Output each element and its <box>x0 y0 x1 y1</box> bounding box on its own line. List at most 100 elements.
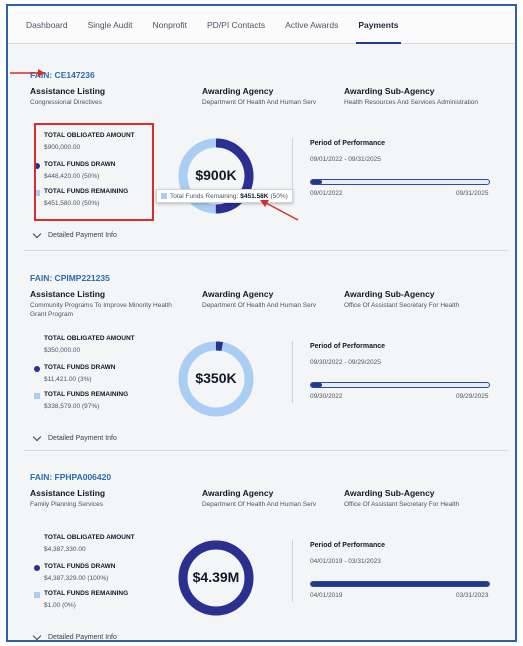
remaining-legend-swatch <box>34 190 40 196</box>
period-range: 09/30/2022 - 09/29/2025 <box>310 359 381 366</box>
fain-link[interactable]: FAIN: FPHPA006420 <box>30 472 112 482</box>
total-remaining-label: TOTAL FUNDS REMAINING <box>44 391 129 398</box>
total-drawn-label: TOTAL FUNDS DRAWN <box>44 563 116 570</box>
detailed-payment-info-label: Detailed Payment Info <box>48 435 117 442</box>
detailed-payment-info-toggle[interactable]: Detailed Payment Info <box>32 432 117 442</box>
tab-payments[interactable]: Payments <box>348 6 408 44</box>
tab-nonprofit[interactable]: Nonprofit <box>152 19 188 30</box>
chevron-down-icon <box>32 432 42 442</box>
total-remaining-value: $1.00 (0%) <box>44 602 76 609</box>
period-progress-fill <box>311 383 322 387</box>
card-separator <box>24 450 508 451</box>
card-separator <box>24 250 508 251</box>
awarding-agency-value: Department Of Health And Human Serv <box>202 501 317 508</box>
period-heading: Period of Performance <box>310 343 386 350</box>
tab-pd-pi-contacts[interactable]: PD/PI Contacts <box>207 19 266 30</box>
remaining-legend-swatch <box>34 393 40 399</box>
fain-link[interactable]: FAIN: CPIMP221235 <box>30 273 110 283</box>
awarding-sub-agency-value: Office Of Assistant Secretary For Health <box>344 501 460 508</box>
funds-donut-chart <box>178 138 254 214</box>
period-divider <box>292 341 293 403</box>
donut-drawn-segment <box>178 341 254 417</box>
remaining-tooltip: Total Funds Remaining: $451.58K (50%) <box>156 189 293 203</box>
donut-total-label: $4.39M <box>192 569 240 585</box>
assistance-listing-value: Family Planning Services <box>30 501 103 508</box>
awarding-sub-agency-heading: Awarding Sub-Agency <box>344 488 435 498</box>
period-progress-fill <box>311 582 489 586</box>
tooltip-value: $451.58K <box>240 192 269 200</box>
total-obligated-label: TOTAL OBLIGATED AMOUNT <box>44 534 135 541</box>
fain-link[interactable]: FAIN: CE147236 <box>30 70 95 80</box>
total-drawn-label: TOTAL FUNDS DRAWN <box>44 161 116 168</box>
total-obligated-value: $900,000.00 <box>44 144 81 151</box>
awarding-sub-agency-heading: Awarding Sub-Agency <box>344 86 435 96</box>
period-divider <box>292 540 293 602</box>
period-divider <box>292 138 293 200</box>
donut-drawn-segment <box>178 138 254 214</box>
period-range: 04/01/2019 - 03/31/2023 <box>310 558 381 565</box>
assistance-listing-value: Congressional Directives <box>30 99 102 106</box>
total-remaining-label: TOTAL FUNDS REMAINING <box>44 188 129 195</box>
assistance-listing-heading: Assistance Listing <box>30 86 106 96</box>
drawn-legend-dot <box>34 366 40 372</box>
period-heading: Period of Performance <box>310 542 386 549</box>
chevron-down-icon <box>32 631 42 640</box>
total-remaining-label: TOTAL FUNDS REMAINING <box>44 590 129 597</box>
detailed-payment-info-label: Detailed Payment Info <box>48 232 117 239</box>
chevron-down-icon <box>32 229 42 239</box>
total-drawn-value: $4,387,329.00 (100%) <box>44 575 109 582</box>
assistance-listing-heading: Assistance Listing <box>30 488 106 498</box>
total-remaining-value: $338,579.00 (97%) <box>44 403 100 410</box>
total-remaining-value: $451,580.00 (50%) <box>44 200 100 207</box>
period-range: 09/01/2022 - 09/31/2025 <box>310 156 381 163</box>
period-start-date: 04/01/2019 <box>310 592 343 599</box>
tooltip-label: Total Funds Remaining: <box>170 192 239 200</box>
tab-active-awards[interactable]: Active Awards <box>285 19 339 30</box>
detailed-payment-info-toggle[interactable]: Detailed Payment Info <box>32 229 117 239</box>
period-progress-fill <box>311 180 322 184</box>
annotation-arrow-left <box>10 69 45 77</box>
period-start-date: 09/01/2022 <box>310 190 343 197</box>
tooltip-swatch <box>161 193 167 199</box>
tab-single-audit[interactable]: Single Audit <box>87 19 133 30</box>
donut-total-label: $350K <box>195 370 237 386</box>
awarding-agency-heading: Awarding Agency <box>202 488 274 498</box>
funds-donut-chart <box>178 341 254 417</box>
total-obligated-label: TOTAL OBLIGATED AMOUNT <box>44 335 135 342</box>
payments-panel: Dashboard Single Audit Nonprofit PD/PI C… <box>6 4 517 642</box>
awarding-sub-agency-value: Health Resources And Services Administra… <box>344 99 479 106</box>
total-drawn-value: $448,420.00 (50%) <box>44 173 100 180</box>
awarding-sub-agency-value: Office Of Assistant Secretary For Health <box>344 302 460 309</box>
donut-total-label: $900K <box>195 167 237 183</box>
awarding-agency-value: Department Of Health And Human Serv <box>202 302 317 309</box>
detailed-payment-info-label: Detailed Payment Info <box>48 634 117 641</box>
period-progress-track <box>310 581 490 587</box>
tab-bar: Dashboard Single Audit Nonprofit PD/PI C… <box>8 6 515 44</box>
annotation-arrow-tooltip <box>260 200 299 221</box>
total-obligated-value: $4,387,330.00 <box>44 546 86 553</box>
total-drawn-label: TOTAL FUNDS DRAWN <box>44 364 116 371</box>
total-drawn-value: $11,421.00 (3%) <box>44 376 92 383</box>
remaining-legend-swatch <box>34 592 40 598</box>
period-end-date: 03/31/2023 <box>456 592 489 599</box>
tooltip-percent: (50%) <box>270 192 288 200</box>
donut-drawn-segment <box>178 540 254 616</box>
period-end-date: 09/31/2025 <box>456 190 489 197</box>
period-progress-track <box>310 382 490 388</box>
drawn-legend-dot <box>34 565 40 571</box>
awarding-agency-heading: Awarding Agency <box>202 86 274 96</box>
funds-donut-chart <box>178 540 254 616</box>
total-obligated-value: $350,000.00 <box>44 347 81 354</box>
assistance-listing-value: Community Programs To Improve Minority H… <box>30 302 172 318</box>
awarding-agency-value: Department Of Health And Human Serv <box>202 99 317 106</box>
drawn-legend-dot <box>34 163 40 169</box>
awarding-sub-agency-heading: Awarding Sub-Agency <box>344 289 435 299</box>
period-heading: Period of Performance <box>310 140 386 147</box>
period-start-date: 09/30/2022 <box>310 393 343 400</box>
detailed-payment-info-toggle[interactable]: Detailed Payment Info <box>32 631 117 641</box>
period-end-date: 09/29/2025 <box>456 393 489 400</box>
awarding-agency-heading: Awarding Agency <box>202 289 274 299</box>
total-obligated-label: TOTAL OBLIGATED AMOUNT <box>44 132 135 139</box>
tab-dashboard[interactable]: Dashboard <box>26 19 68 30</box>
assistance-listing-heading: Assistance Listing <box>30 289 106 299</box>
